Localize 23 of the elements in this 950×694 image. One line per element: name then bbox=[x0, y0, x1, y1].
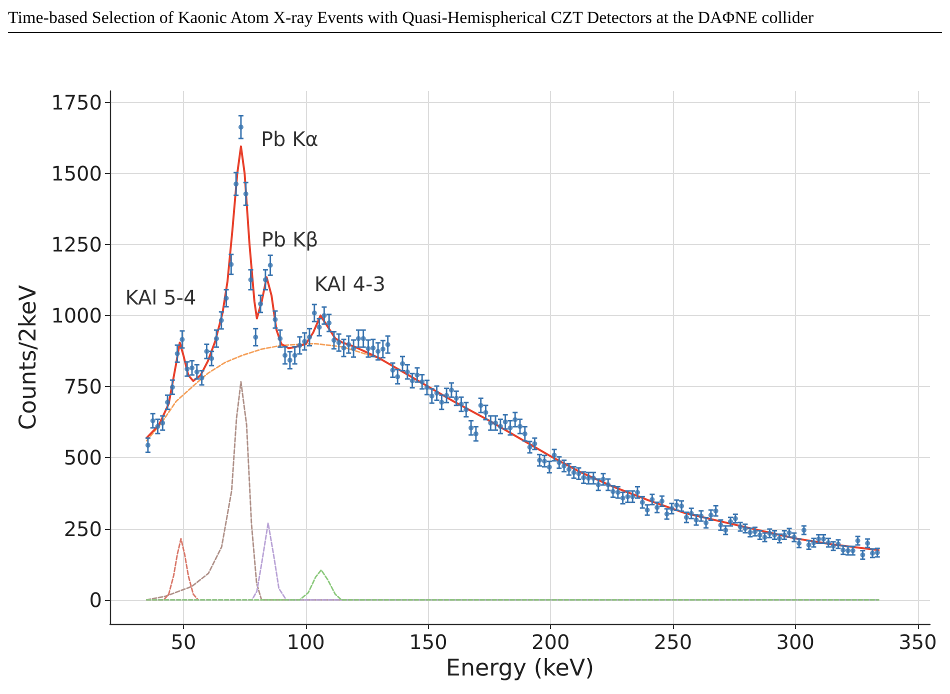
line-series bbox=[146, 569, 880, 601]
y-tick-label: 1750 bbox=[51, 90, 102, 114]
annotation: Pb Kβ bbox=[261, 227, 318, 252]
y-tick-label: 500 bbox=[64, 446, 102, 470]
y-tick-label: 250 bbox=[64, 516, 102, 541]
y-tick-label: 750 bbox=[64, 374, 102, 399]
annotation: KAl 4-3 bbox=[314, 272, 386, 296]
x-tick-label: 150 bbox=[409, 630, 448, 654]
y-tick-label: 1000 bbox=[51, 304, 102, 328]
x-tick-label: 250 bbox=[654, 630, 692, 654]
x-axis-title: Energy (keV) bbox=[446, 656, 594, 682]
x-tick-label: 300 bbox=[776, 630, 814, 654]
y-axis-title: Counts/2keV bbox=[16, 284, 42, 430]
y-tick-label: 1500 bbox=[51, 161, 102, 186]
annotation: Pb Kα bbox=[260, 127, 318, 152]
chart-title: Time-based Selection of Kaonic Atom X-ray Events with Quasi-Hemispherical CZT Detectors at the DAΦNE collider bbox=[8, 8, 942, 33]
y-tick-label: 0 bbox=[89, 588, 102, 612]
x-tick-label: 350 bbox=[898, 630, 937, 654]
x-tick-label: 50 bbox=[170, 630, 196, 654]
annotation: KAl 5-4 bbox=[125, 285, 196, 310]
x-tick-label: 200 bbox=[532, 630, 570, 654]
y-tick-label: 1250 bbox=[51, 232, 102, 257]
x-tick-label: 100 bbox=[286, 630, 325, 654]
